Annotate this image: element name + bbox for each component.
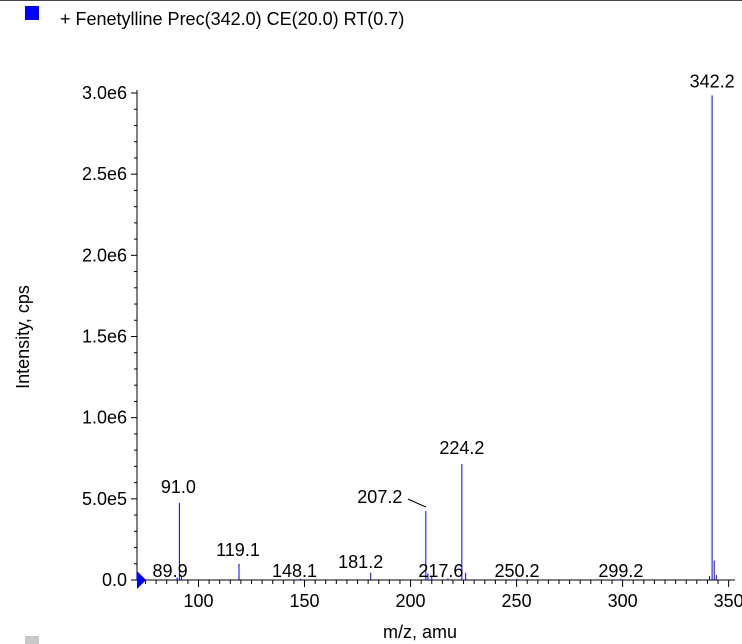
peak-label: 207.2: [357, 487, 402, 507]
peak-label: 224.2: [439, 438, 484, 458]
x-tick-label: 300: [608, 591, 638, 611]
y-tick-label: 1.5e6: [82, 327, 127, 347]
y-tick-label: 1.0e6: [82, 408, 127, 428]
legend-label: + Fenetylline Prec(342.0) CE(20.0) RT(0.…: [60, 9, 405, 29]
y-tick-label: 0.0: [102, 570, 127, 590]
x-tick-label: 350: [714, 591, 742, 611]
y-axis-label: Intensity, cps: [13, 285, 33, 389]
y-tick-label: 3.0e6: [82, 83, 127, 103]
peaks: [176, 95, 717, 580]
peak-labels: 89.9 91.0 119.1 148.1 181.2 207.2 217.6 224.2 25…: [153, 71, 735, 581]
peak-label: 299.2: [598, 561, 643, 581]
y-tick-label: 2.0e6: [82, 245, 127, 265]
x-axis-label: m/z, amu: [383, 622, 457, 642]
x-tick-label: 150: [290, 591, 320, 611]
x-tick-label: 200: [396, 591, 426, 611]
peak-label: 89.9: [153, 561, 188, 581]
peak-label: 250.2: [494, 561, 539, 581]
axes: 0.0 5.0e5 1.0e6 1.5e6 2.0e6 2.5e6 3.0e6 100 150 2…: [82, 83, 742, 611]
peak-label: 148.1: [272, 561, 317, 581]
y-tick-label: 2.5e6: [82, 164, 127, 184]
peak-label: 181.2: [338, 552, 383, 572]
peak-label: 91.0: [161, 477, 196, 497]
peak-label: 119.1: [216, 540, 260, 560]
peak-label: 342.2: [690, 71, 735, 91]
y-tick-label: 5.0e5: [82, 489, 127, 509]
legend-swatch: [25, 6, 39, 20]
peak-label-leader: [407, 498, 427, 508]
peak-label: 217.6: [418, 561, 463, 581]
x-tick-label: 100: [183, 591, 213, 611]
top-rule: [0, 0, 742, 1]
bottom-swatch: [25, 636, 39, 644]
x-tick-label: 250: [502, 591, 532, 611]
baseline-marker: [137, 571, 146, 589]
